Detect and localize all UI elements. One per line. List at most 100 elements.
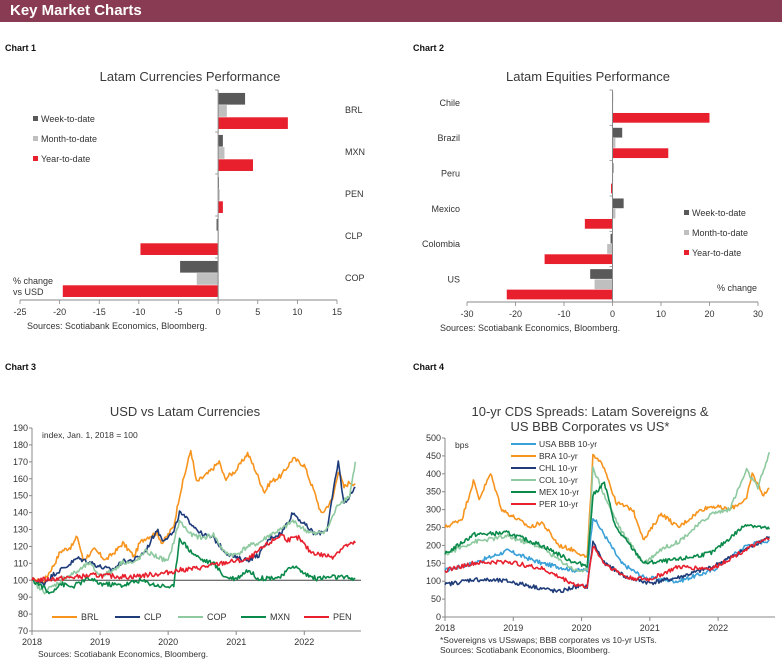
chart-title: Latam Currencies Performance <box>100 69 281 84</box>
y-tick-label: 110 <box>14 558 28 568</box>
x-tick-label: -10 <box>557 309 570 319</box>
bar-COP-year-to-date <box>62 285 219 297</box>
chart-2-label: Chart 2 <box>413 43 445 53</box>
bar-CLP-year-to-date <box>140 243 219 255</box>
bar-COP-week-to-date <box>180 260 219 273</box>
page-header: Key Market Charts <box>0 0 782 22</box>
y-tick-label: 130 <box>13 525 28 535</box>
bar-MXN-month-to-date <box>218 147 225 159</box>
bar-Colombia-week-to-date <box>610 233 613 244</box>
legend-label: Month-to-date <box>41 134 97 144</box>
x-tick-label: 2022 <box>708 623 728 633</box>
category-label: Colombia <box>422 239 460 249</box>
x-tick-label: 15 <box>332 307 342 317</box>
legend-label: Week-to-date <box>692 208 746 218</box>
x-tick-label: -20 <box>509 309 522 319</box>
legend-swatch <box>33 116 38 121</box>
bar-US-year-to-date <box>506 289 613 300</box>
bar-Colombia-year-to-date <box>544 254 613 265</box>
legend-label: Month-to-date <box>692 228 748 238</box>
x-tick-label: 2019 <box>90 637 110 647</box>
series-line-usa-bbb-10-yr <box>444 518 770 584</box>
x-tick-label: 5 <box>255 307 260 317</box>
series-line-col-10-yr <box>444 452 771 573</box>
bar-Peru-year-to-date <box>611 183 613 194</box>
legend-label: CHL 10-yr <box>539 463 578 473</box>
chart-3-label: Chart 3 <box>5 362 37 372</box>
legend-label: Year-to-date <box>692 248 741 258</box>
legend-label: Year-to-date <box>41 154 90 164</box>
bar-Colombia-month-to-date <box>607 244 613 254</box>
bar-BRL-week-to-date <box>218 92 246 105</box>
bar-Brazil-week-to-date <box>612 127 623 138</box>
y-tick-label: 100 <box>13 575 28 585</box>
y-tick-label: 70 <box>18 626 28 636</box>
y-tick-label: 190 <box>13 423 28 433</box>
category-label: COP <box>345 273 365 283</box>
x-tick-label: 2018 <box>22 637 42 647</box>
y-tick-label: 160 <box>13 474 28 484</box>
x-tick-label: -25 <box>13 307 26 317</box>
bar-Mexico-month-to-date <box>612 208 616 219</box>
x-tick-label: -5 <box>174 307 182 317</box>
y-tick-label: 80 <box>18 609 28 619</box>
chart-annotation: index, Jan. 1, 2018 = 100 <box>42 430 138 440</box>
x-tick-label: -10 <box>132 307 145 317</box>
x-tick-label: 2021 <box>226 637 246 647</box>
chart-title: US BBB Corporates vs US* <box>511 419 670 434</box>
legend-label: BRA 10-yr <box>539 451 578 461</box>
bar-MXN-year-to-date <box>218 159 253 171</box>
x-tick-label: 10 <box>656 309 666 319</box>
bar-BRL-month-to-date <box>218 105 227 117</box>
x-tick-label: 0 <box>216 307 221 317</box>
bar-Chile-year-to-date <box>612 112 710 123</box>
y-tick-label: 500 <box>426 433 441 443</box>
source-note: Sources: Scotiabank Economics, Bloomberg… <box>38 649 208 659</box>
series-line-mex-10-yr <box>444 481 771 568</box>
category-label: PEN <box>345 189 364 199</box>
bar-Mexico-year-to-date <box>584 218 613 229</box>
unit-label: % change <box>13 276 53 286</box>
y-tick-label: 350 <box>426 487 441 497</box>
series-line-mxn <box>31 537 356 595</box>
bar-COP-month-to-date <box>196 273 219 285</box>
x-tick-label: 2020 <box>572 623 592 633</box>
source-note: Sources: Scotiabank Economics, Bloomberg… <box>440 645 610 655</box>
series-line-per-10-yr <box>444 537 770 589</box>
y-tick-label: 140 <box>13 508 28 518</box>
category-label: US <box>447 275 460 285</box>
chart-title: Latam Equities Performance <box>506 69 670 84</box>
y-tick-label: 150 <box>13 491 28 501</box>
y-tick-label: 100 <box>426 576 441 586</box>
legend-swatch <box>684 230 689 235</box>
x-tick-label: -15 <box>93 307 106 317</box>
category-label: Peru <box>441 169 460 179</box>
series-line-pen <box>31 533 356 583</box>
bar-US-week-to-date <box>590 269 613 279</box>
source-note: Sources: Scotiabank Economics, Bloomberg… <box>440 323 620 333</box>
x-tick-label: 2022 <box>294 637 314 647</box>
bar-BRL-year-to-date <box>218 117 288 129</box>
category-label: Mexico <box>431 204 460 214</box>
legend-swatch <box>33 136 38 141</box>
x-tick-label: -30 <box>460 309 473 319</box>
category-label: BRL <box>345 105 363 115</box>
y-tick-label: 150 <box>426 558 441 568</box>
source-note: Sources: Scotiabank Economics, Bloomberg… <box>27 321 207 331</box>
x-tick-label: 0 <box>610 309 615 319</box>
legend-label: MEX 10-yr <box>539 487 579 497</box>
bar-PEN-month-to-date <box>218 189 220 201</box>
y-tick-label: 300 <box>426 505 441 515</box>
footnote: *Sovereigns vs USswaps; BBB corporates v… <box>440 635 657 645</box>
y-tick-label: 250 <box>426 523 441 533</box>
y-tick-label: 450 <box>426 451 441 461</box>
y-axis-unit: bps <box>455 440 469 450</box>
legend-label: USA BBB 10-yr <box>539 439 597 449</box>
legend-swatch <box>684 250 689 255</box>
x-tick-label: 2020 <box>158 637 178 647</box>
chart-1-label: Chart 1 <box>5 43 37 53</box>
series-line-cop <box>31 461 357 595</box>
y-tick-label: 90 <box>18 592 28 602</box>
